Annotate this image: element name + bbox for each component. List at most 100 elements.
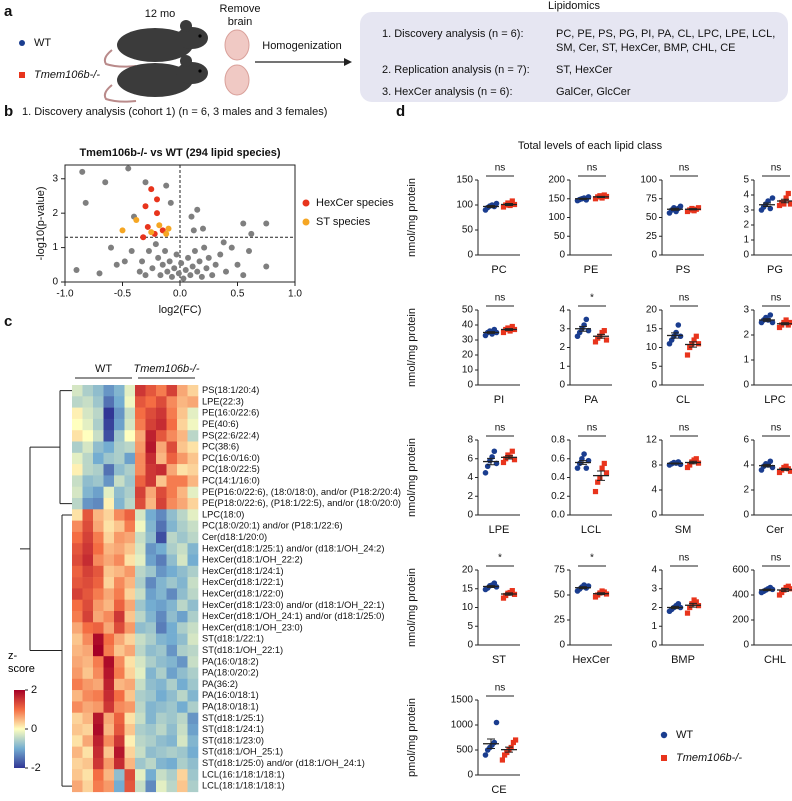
heatmap-cell: [72, 622, 83, 634]
heatmap-cell: [135, 531, 146, 544]
heatmap-cell: [145, 475, 157, 487]
colorbar-tick-label: 0: [31, 723, 37, 735]
heatmap-cell: [82, 407, 94, 420]
colorbar-label-box: z-score: [8, 650, 35, 675]
heatmap-cell: [156, 543, 167, 555]
heatmap-cell: [135, 418, 146, 431]
error-bar: [597, 470, 605, 481]
row-label: HexCer(d18:1/22:1): [202, 577, 284, 587]
heatmap-cell: [156, 757, 167, 770]
heatmap-cell: [103, 678, 115, 691]
significance-label: ns: [771, 163, 782, 174]
point: [166, 258, 173, 265]
y-axis-label: -log10(p-value): [35, 187, 47, 261]
heatmap-cell: [93, 622, 104, 634]
significance-label: ns: [771, 423, 782, 434]
heatmap-cell: [187, 475, 199, 487]
heatmap-cell: [93, 577, 104, 589]
heatmap-cell: [103, 475, 115, 487]
heatmap-cell: [145, 690, 157, 702]
heatmap-cell: [187, 407, 199, 420]
heatmap-cell: [124, 622, 136, 634]
point: [164, 268, 171, 275]
heatmap-cell: [114, 554, 125, 567]
point: [223, 268, 229, 275]
heatmap-cell: [187, 577, 199, 589]
heatmap-cell: [156, 588, 167, 600]
heatmap-cell: [166, 577, 178, 589]
heatmap-cell: [166, 588, 178, 600]
heatmap-cell: [156, 430, 167, 442]
heatmap-cell: [135, 735, 146, 747]
heatmap-cell: [145, 757, 157, 770]
y-tick-label: 2: [743, 220, 749, 231]
y-tick-label: 0: [651, 380, 657, 391]
axes: [661, 180, 704, 256]
heatmap-cell: [82, 486, 94, 499]
heatmap-cell: [145, 588, 157, 600]
error-bar: [487, 457, 495, 466]
significance-label: ns: [495, 163, 506, 174]
heatmap-cell: [124, 678, 136, 691]
heatmap-cell: [145, 565, 157, 578]
heatmap-cell: [124, 769, 136, 781]
heatmap-cell: [93, 611, 104, 623]
row-label: PC(16:0/16:0): [202, 453, 260, 463]
heatmap-cell: [156, 486, 167, 499]
row-label: LCL(16:1/18:1/18:1): [202, 769, 285, 779]
heatmap-cell: [124, 464, 136, 476]
error-bar: [781, 322, 789, 326]
heatmap-cell: [187, 543, 199, 555]
legend-marker: [302, 199, 310, 207]
heatmap-cell: [187, 644, 199, 657]
y-tick-label: 50: [462, 305, 474, 316]
point: [194, 206, 201, 213]
y-tick-label: 10: [462, 602, 474, 613]
heatmap-cell: [166, 656, 178, 668]
point: [188, 213, 195, 220]
heatmap-cell: [187, 430, 199, 442]
heatmap-cell: [124, 611, 136, 623]
column-group-label: WT: [95, 363, 112, 375]
error-bar: [689, 602, 697, 608]
heatmap-cell: [166, 611, 178, 623]
heatmap-cell: [124, 735, 136, 747]
point: [156, 222, 163, 229]
point: [171, 265, 178, 272]
heatmap-cell: [135, 690, 146, 702]
significance-label: ns: [771, 293, 782, 304]
schematic: 12 mo Remove brain Homogenization Lipido…: [103, 0, 788, 103]
heatmap-cell: [93, 441, 104, 454]
heatmap-cell: [72, 690, 83, 702]
heatmap-cell: [187, 588, 199, 600]
significance-label: ns: [587, 163, 598, 174]
heatmap-cell: [93, 554, 104, 567]
row-label: PC(38:6): [202, 442, 239, 452]
point: [139, 258, 146, 265]
dot: [493, 719, 500, 726]
y-tick-label: 200: [732, 615, 749, 626]
heatmap-cell: [103, 452, 115, 465]
heatmap-cell: [187, 746, 199, 759]
heatmap-cell: [135, 724, 146, 736]
heatmap-cell: [177, 407, 188, 420]
heatmap-cell: [72, 656, 83, 668]
point: [240, 272, 247, 279]
point: [162, 248, 169, 255]
point: [163, 230, 170, 237]
y-tick-label: 25: [554, 615, 566, 626]
heatmap-cell: [114, 441, 125, 454]
heatmap-cell: [72, 565, 83, 578]
y-tick-label: 1: [52, 242, 58, 253]
heatmap-cell: [82, 464, 94, 476]
y-tick-label: 0: [651, 250, 657, 261]
dot: [491, 448, 498, 455]
point: [189, 263, 196, 270]
y-tick-label: 2: [52, 208, 58, 219]
point: [212, 261, 219, 268]
heatmap-cell: [82, 712, 94, 725]
heatmap-cell: [156, 701, 167, 713]
brain-icon: [224, 64, 250, 96]
heatmap-cell: [187, 565, 199, 578]
row-label: PS(22:6/22:4): [202, 430, 259, 440]
